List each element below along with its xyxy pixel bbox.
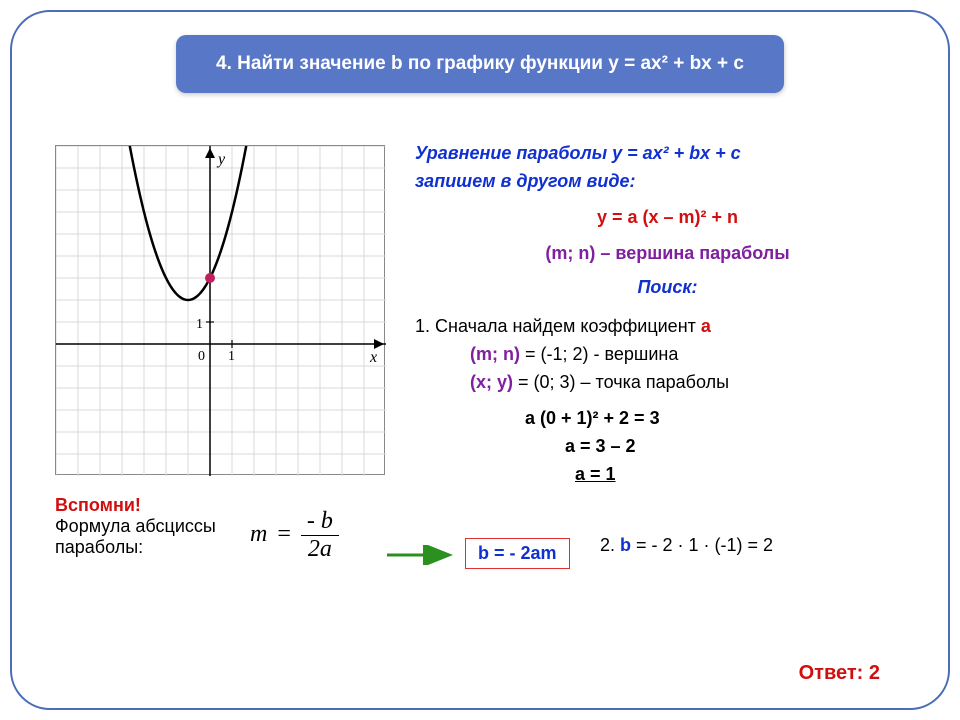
answer-line: Ответ: 2: [799, 662, 880, 685]
svg-text:x: x: [369, 349, 377, 366]
reminder-block: Вспомни! Формула абсциссы параболы:: [55, 495, 216, 558]
intro-equation: y = ax² + bx + c: [612, 143, 741, 163]
arrow-icon: [385, 545, 460, 565]
svg-text:0: 0: [198, 349, 205, 364]
vertex-label: (m; n) – вершина параболы: [415, 240, 920, 268]
step2-b: b: [620, 535, 631, 555]
answer-label: Ответ:: [799, 662, 869, 684]
vertex-form-equation: y = a (x – m)² + n: [415, 204, 920, 232]
intro-line-2: запишем в другом виде:: [415, 168, 920, 196]
step1-mn-rhs: = (-1; 2) - вершина: [520, 344, 678, 364]
step1-mn-lhs: (m; n): [470, 344, 520, 364]
step1-xy-lhs: (x; y): [470, 372, 513, 392]
step1-vertex-line: (m; n) = (-1; 2) - вершина: [470, 341, 920, 369]
formula-m: m: [250, 521, 267, 547]
svg-text:y: y: [216, 151, 226, 168]
svg-text:1: 1: [196, 317, 203, 332]
graph-container: 0 1 1 y x: [55, 145, 385, 475]
intro-line-1: Уравнение параболы y = ax² + bx + c: [415, 140, 920, 168]
step2-prefix: 2.: [600, 535, 620, 555]
answer-value: 2: [869, 662, 880, 684]
intro-text-1: Уравнение параболы: [415, 143, 612, 163]
calc-line-2: a = 3 – 2: [565, 433, 920, 461]
reminder-title: Вспомни!: [55, 495, 216, 516]
formula-numerator: - b: [301, 508, 339, 536]
step1-point-line: (x; y) = (0; 3) – точка параболы: [470, 369, 920, 397]
reminder-line-2: параболы:: [55, 537, 216, 558]
explanation-column: Уравнение параболы y = ax² + bx + c запи…: [415, 140, 920, 489]
svg-text:1: 1: [228, 349, 235, 364]
search-label: Поиск:: [415, 274, 920, 302]
formula-fraction: - b 2a: [301, 508, 339, 563]
reminder-line-1: Формула абсциссы: [55, 516, 216, 537]
step1-xy-rhs: = (0; 3) – точка параболы: [513, 372, 729, 392]
step1-prefix: 1. Сначала найдем коэффициент: [415, 316, 701, 336]
result-box: b = - 2am: [465, 538, 570, 569]
slide-title: 4. Найти значение b по графику функции y…: [176, 35, 784, 93]
step1-coef-a: a: [701, 316, 711, 336]
calc-line-3: a = 1: [575, 461, 616, 489]
formula-equals: =: [277, 521, 291, 547]
formula-abscissa: m = - b 2a: [250, 508, 339, 563]
step2-rhs: = - 2 · 1 · (-1) = 2: [631, 535, 773, 555]
content-area: 0 1 1 y x Уравнение параболы y = ax² + bx + …: [40, 130, 920, 690]
formula-denominator: 2a: [301, 536, 339, 563]
calc-line-1: a (0 + 1)² + 2 = 3: [525, 405, 920, 433]
parabola-graph: 0 1 1 y x: [56, 146, 386, 476]
step-2-line: 2. b = - 2 · 1 · (-1) = 2: [600, 535, 773, 556]
step-1-line: 1. Сначала найдем коэффициент a: [415, 313, 920, 341]
